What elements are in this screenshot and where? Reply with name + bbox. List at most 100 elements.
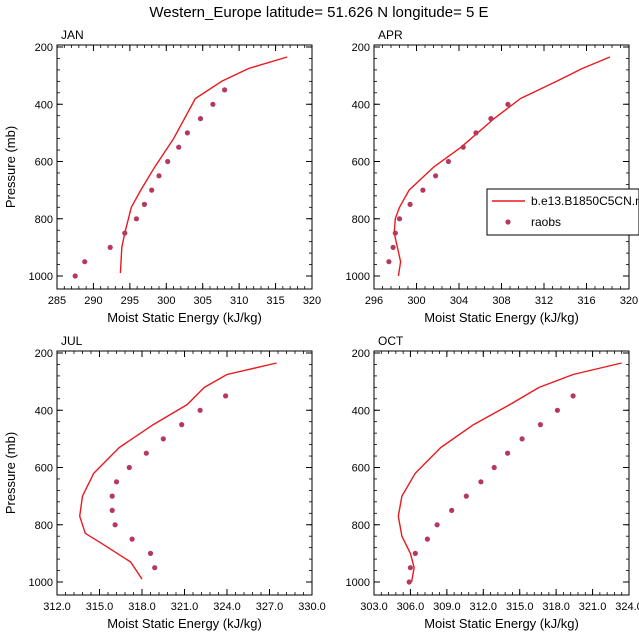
raobs-point-jul bbox=[179, 422, 185, 428]
raobs-point-apr bbox=[473, 130, 479, 136]
x-tick-label: 285 bbox=[48, 295, 66, 307]
raobs-point-jul bbox=[223, 393, 229, 399]
raobs-point-jan bbox=[72, 273, 78, 279]
plot-frame-apr bbox=[373, 44, 630, 290]
y-tick-label: 400 bbox=[352, 405, 370, 417]
y-tick-label: 800 bbox=[35, 520, 53, 532]
x-tick-label: 306.0 bbox=[397, 601, 425, 613]
legend-raobs-swatch bbox=[505, 219, 511, 225]
raobs-point-jul bbox=[126, 464, 132, 471]
y-tick-label: 600 bbox=[35, 463, 53, 475]
x-tick-label: 305 bbox=[194, 295, 212, 307]
raobs-point-oct bbox=[478, 479, 484, 485]
panel-jul: JUL 312.0 315.0 318.0 321.0 324.0 327.0 330.0 20… bbox=[3, 334, 326, 631]
figure-title: Western_Europe latitude= 51.626 N longit… bbox=[149, 4, 488, 21]
raobs-point-jul bbox=[152, 565, 158, 571]
raobs-point-apr bbox=[460, 144, 466, 150]
x-tick-label: 308 bbox=[492, 295, 510, 307]
x-tick-label: 324.0 bbox=[615, 601, 639, 613]
y-tick-label: 400 bbox=[35, 405, 53, 417]
model-line-jul bbox=[78, 362, 277, 580]
y-tick-label: 200 bbox=[35, 42, 53, 54]
raobs-point-oct bbox=[463, 493, 469, 499]
y-tick-label: 200 bbox=[35, 348, 53, 360]
x-tick-label: 312 bbox=[535, 295, 553, 307]
raobs-point-apr bbox=[396, 216, 403, 222]
raobs-point-jul bbox=[113, 479, 120, 485]
x-tick-label: 318.0 bbox=[128, 601, 156, 613]
raobs-point-jul bbox=[109, 493, 115, 499]
x-tick-label: 303.0 bbox=[360, 601, 388, 613]
raobs-point-oct bbox=[570, 393, 576, 399]
model-line-oct bbox=[397, 362, 622, 583]
x-tick-label: 320 bbox=[303, 295, 321, 307]
y-tick-label: 400 bbox=[35, 99, 53, 111]
x-tick-label: 324.0 bbox=[213, 601, 241, 613]
x-tick-label: 315.0 bbox=[86, 601, 114, 613]
panel-title-oct: OCT bbox=[378, 334, 404, 348]
plot-frame-jan bbox=[56, 44, 313, 290]
raobs-point-jan bbox=[107, 244, 113, 250]
raobs-point-jan bbox=[149, 187, 155, 193]
panel-title-jan: JAN bbox=[61, 28, 84, 42]
raobs-point-jul bbox=[129, 536, 135, 542]
raobs-point-jan bbox=[82, 259, 88, 265]
x-tick-label: 318.0 bbox=[542, 601, 570, 613]
x-tick-label: 316 bbox=[577, 295, 595, 307]
raobs-point-jan bbox=[197, 116, 204, 122]
raobs-point-apr bbox=[488, 116, 494, 122]
y-tick-label: 600 bbox=[35, 157, 53, 169]
x-tick-label: 295 bbox=[121, 295, 139, 307]
raobs-point-oct bbox=[554, 407, 561, 413]
raobs-point-jan bbox=[141, 201, 147, 207]
legend-box bbox=[486, 188, 639, 236]
raobs-point-jul bbox=[147, 550, 154, 557]
raobs-point-apr bbox=[386, 259, 392, 265]
legend-raobs-label: raobs bbox=[531, 215, 561, 229]
panels-group: JAN 285 290 295 300 305 310 315 320 200 400 600 800 1… bbox=[3, 28, 639, 631]
y-tick-label: 800 bbox=[35, 214, 53, 226]
y-tick-label: 600 bbox=[352, 463, 370, 475]
x-tick-label: 321.0 bbox=[579, 601, 607, 613]
panel-apr: APR 296 300 304 308 312 316 320 200 400 600 800 1000… bbox=[346, 28, 639, 325]
x-tick-label: 309.0 bbox=[433, 601, 461, 613]
raobs-point-jul bbox=[197, 407, 203, 413]
raobs-point-jan bbox=[133, 216, 139, 222]
raobs-point-jan bbox=[222, 87, 228, 93]
model-line-apr bbox=[393, 56, 611, 277]
panel-title-jul: JUL bbox=[61, 334, 83, 348]
raobs-point-oct bbox=[407, 565, 413, 571]
raobs-point-apr bbox=[407, 201, 413, 207]
panel-title-apr: APR bbox=[378, 28, 403, 42]
y-tick-label: 200 bbox=[352, 348, 370, 360]
x-tick-label: 320 bbox=[620, 295, 638, 307]
x-tick-label: 312.0 bbox=[470, 601, 498, 613]
x-axis-label: Moist Static Energy (kJ/kg) bbox=[424, 616, 579, 631]
x-tick-label: 290 bbox=[84, 295, 102, 307]
raobs-point-jul bbox=[112, 522, 118, 528]
y-tick-label: 1000 bbox=[346, 271, 370, 283]
y-tick-label: 400 bbox=[352, 99, 370, 111]
raobs-point-jan bbox=[122, 230, 128, 236]
x-tick-label: 304 bbox=[450, 295, 468, 307]
plot-frame-oct bbox=[373, 350, 630, 596]
y-axis-label: Pressure (mb) bbox=[3, 432, 18, 514]
y-tick-label: 800 bbox=[352, 520, 370, 532]
raobs-point-jan bbox=[176, 144, 182, 150]
model-line-jan bbox=[119, 56, 288, 274]
panel-oct: OCT 303.0 306.0 309.0 312.0 315.0 318.0 321.0 32… bbox=[346, 334, 639, 631]
y-axis-label: Pressure (mb) bbox=[3, 126, 18, 208]
x-tick-label: 310 bbox=[230, 295, 248, 307]
y-tick-label: 1000 bbox=[29, 271, 53, 283]
raobs-point-jan bbox=[210, 101, 216, 107]
raobs-point-oct bbox=[424, 536, 430, 542]
raobs-point-apr bbox=[390, 244, 396, 250]
x-tick-label: 330.0 bbox=[298, 601, 326, 613]
plot-frame-jul bbox=[56, 350, 313, 596]
raobs-point-oct bbox=[434, 522, 440, 528]
raobs-point-apr bbox=[433, 173, 439, 179]
x-tick-label: 300 bbox=[407, 295, 425, 307]
panel-jan: JAN 285 290 295 300 305 310 315 320 200 400 600 800 1… bbox=[3, 28, 321, 325]
raobs-point-apr bbox=[445, 158, 451, 165]
